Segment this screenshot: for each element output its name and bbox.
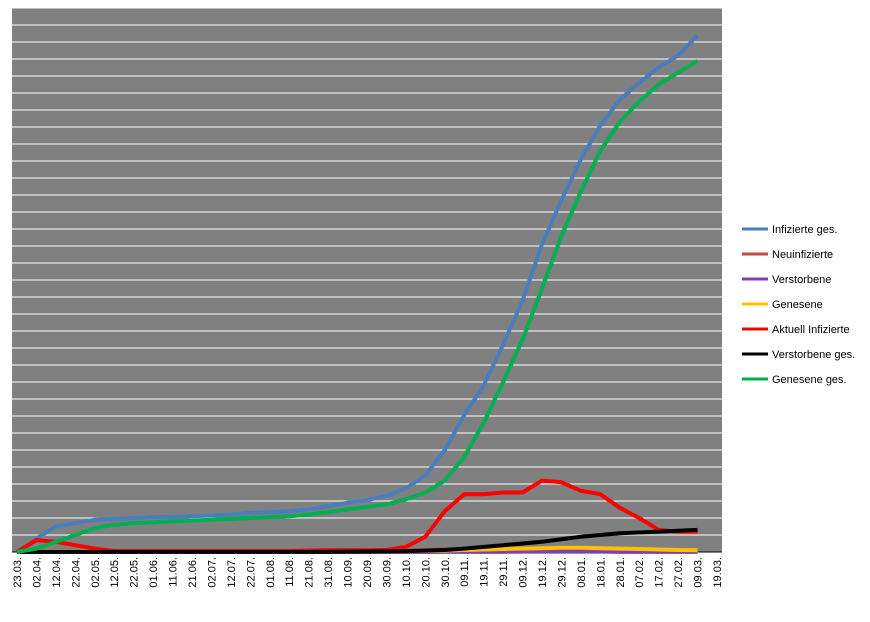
x-tick-label: 12.05. [109,557,121,588]
x-tick-label: 01.08. [265,557,277,588]
x-tick-label: 22.07. [245,557,257,588]
x-tick-label: 17.02. [654,557,666,588]
x-tick-label: 07.02. [634,557,646,588]
x-tick-label: 29.11. [498,557,510,587]
legend-label: Genesene ges. [772,374,847,386]
x-tick-label: 21.06. [187,557,199,588]
x-tick-label: 08.01. [576,557,588,588]
x-tick-label: 09.03. [693,557,705,588]
x-tick-label: 22.05. [129,557,141,588]
x-tick-label: 02.04. [31,557,43,588]
x-tick-label: 09.11. [459,557,471,587]
x-tick-label: 09.12. [518,557,530,588]
x-tick-label: 01.06. [148,557,160,588]
x-tick-label: 11.08. [284,557,296,587]
legend-label: Infizierte ges. [772,224,837,236]
x-tick-label: 21.08. [304,557,316,588]
legend-label: Verstorbene [772,274,831,286]
series-line [16,527,698,554]
x-tick-label: 22.04. [70,557,82,588]
x-tick-label: 12.04. [51,557,63,588]
x-tick-label: 19.12. [537,557,549,588]
x-tick-label: 10.10. [401,557,413,588]
x-tick-label: 19.03. [712,557,724,588]
legend-label: Genesene [772,299,823,311]
x-tick-label: 12.07. [226,557,238,588]
x-tick-label: 29.12. [556,557,568,588]
x-tick-label: 20.09. [362,557,374,588]
legend-label: Verstorbene ges. [772,349,855,361]
legend-label: Aktuell Infizierte [772,324,850,336]
x-tick-label: 18.01. [595,557,607,588]
x-tick-label: 31.08. [323,557,335,588]
legend-label: Neuinfizierte [772,249,833,261]
x-tick-label: 30.09. [381,557,393,588]
x-tick-label: 11.06. [168,557,180,587]
x-tick-label: 27.02. [673,557,685,588]
x-tick-label: 19.11. [479,557,491,587]
x-tick-label: 02.05. [90,557,102,588]
x-tick-label: 02.07. [206,557,218,588]
x-tick-label: 30.10. [440,557,452,588]
series-line [15,33,700,554]
x-tick-label: 28.01. [615,557,627,588]
x-tick-label: 10.09. [343,557,355,588]
x-tick-label: 20.10. [420,557,432,588]
x-tick-label: 23.03. [12,557,24,588]
series-line [16,58,699,554]
